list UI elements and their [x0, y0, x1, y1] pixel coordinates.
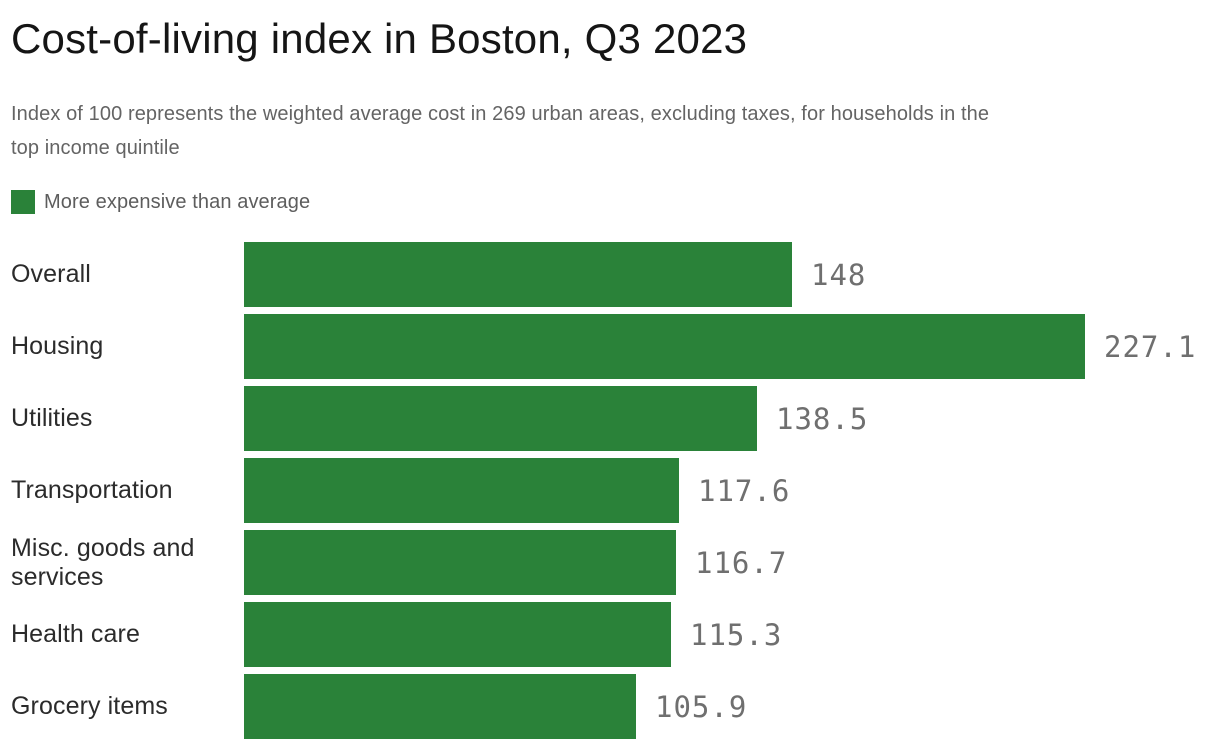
category-label: Health care — [11, 620, 140, 648]
chart-legend: More expensive than average — [11, 190, 1208, 214]
value-label: 148 — [811, 257, 867, 292]
bar-track: 116.7 — [244, 530, 1208, 595]
value-label: 117.6 — [698, 473, 791, 508]
value-label: 227.1 — [1104, 329, 1197, 364]
bar-row: Utilities 138.5 — [11, 386, 1208, 451]
category-label: Housing — [11, 332, 104, 360]
bar-track: 117.6 — [244, 458, 1208, 523]
bar-track: 148 — [244, 242, 1208, 307]
category-label: Transportation — [11, 476, 173, 504]
legend-swatch-icon — [11, 190, 35, 214]
bar-row: Housing 227.1 — [11, 314, 1208, 379]
value-label: 105.9 — [655, 689, 748, 724]
bar-track: 227.1 — [244, 314, 1208, 379]
bar — [244, 530, 676, 595]
bar — [244, 674, 636, 739]
bar-track: 138.5 — [244, 386, 1208, 451]
value-label: 138.5 — [776, 401, 869, 436]
page-title: Cost-of-living index in Boston, Q3 2023 — [11, 15, 748, 62]
category-label: Misc. goods and services — [11, 533, 195, 591]
value-label: 116.7 — [695, 545, 788, 580]
bar-row: Transportation 117.6 — [11, 458, 1208, 523]
value-label: 115.3 — [690, 617, 783, 652]
bar — [244, 314, 1085, 379]
subtitle-line-1: Index of 100 represents the weighted ave… — [11, 103, 990, 125]
bar-row: Health care 115.3 — [11, 602, 1208, 667]
bar-track: 115.3 — [244, 602, 1208, 667]
bar-row: Misc. goods and services 116.7 — [11, 530, 1208, 595]
category-label: Grocery items — [11, 692, 168, 720]
bar-row: Grocery items 105.9 — [11, 674, 1208, 739]
chart-subtitle: Index of 100 represents the weighted ave… — [11, 97, 1208, 165]
category-label: Overall — [11, 260, 91, 288]
bar — [244, 386, 757, 451]
bar-track: 105.9 — [244, 674, 1208, 739]
subtitle-line-2: top income quintile — [11, 137, 180, 159]
legend-label: More expensive than average — [44, 190, 311, 213]
bar — [244, 242, 792, 307]
category-label: Utilities — [11, 404, 93, 432]
bar — [244, 458, 679, 523]
bar-chart: Overall 148 Housing 227.1 Utilities 138.5 Tran… — [11, 242, 1208, 739]
bar — [244, 602, 671, 667]
bar-row: Overall 148 — [11, 242, 1208, 307]
